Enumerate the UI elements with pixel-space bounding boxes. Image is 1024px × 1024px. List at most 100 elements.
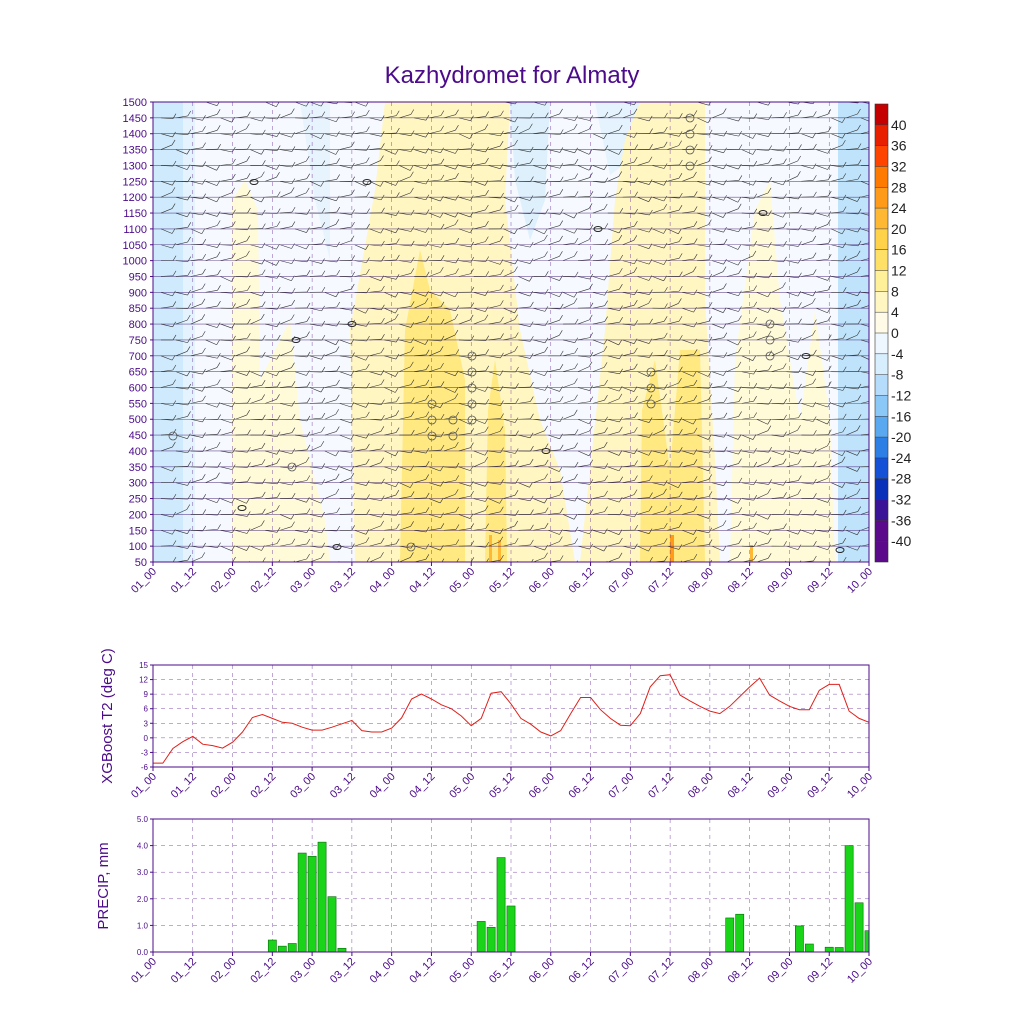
wind-barbs: [160, 102, 869, 562]
precipitation-bar: [725, 917, 735, 953]
x-tick-label-cross-section: 07_12: [646, 566, 676, 596]
colorbar-swatch: [875, 249, 888, 271]
y-tick-label: 1450: [123, 113, 147, 125]
x-tick-label-precipitation: 06_12: [567, 956, 597, 986]
precipitation-bar: [287, 943, 297, 953]
y-tick-label: 1200: [123, 192, 147, 204]
x-tick-label-cross-section: 03_00: [288, 566, 318, 596]
x-tick-label-cross-section: 09_00: [765, 566, 795, 596]
temperature-y-tick-label: 15: [139, 661, 148, 670]
precipitation-x-axis: 01_00 01_12 02_00 02_12 03_00 03_12 04_00 04_12…: [129, 952, 875, 986]
colorbar-swatch: [875, 312, 888, 333]
precipitation-bar: [307, 855, 317, 953]
x-tick-label-precipitation: 05_12: [487, 956, 517, 986]
y-tick-label: 50: [135, 557, 147, 569]
precipitation-panel: 0.01.02.03.04.05.0 01_00 01_12 02_00 02_12 0…: [95, 815, 875, 986]
x-tick-label-cross-section: 05_00: [447, 566, 477, 596]
cross-section-panel: 50 100 150 200 250 300 350 400 450 500 550 600 650 70…: [123, 97, 876, 596]
colorbar-swatch: [875, 520, 888, 542]
colorbar-label: -16: [891, 408, 911, 424]
colorbar-swatch: [875, 145, 888, 167]
x-tick-label-cross-section: 06_12: [567, 566, 597, 596]
y-tick-label: 1000: [123, 256, 147, 268]
colorbar-label: -8: [891, 367, 904, 383]
colorbar-label: -36: [891, 512, 911, 528]
temperature-y-tick-label: 12: [139, 676, 148, 685]
x-tick-label-cross-section: 07_00: [606, 566, 636, 596]
colorbar-swatch: [875, 187, 888, 209]
colorbar-label: 12: [891, 263, 907, 279]
colorbar-swatch: [875, 437, 888, 458]
x-tick-label-temperature: 05_12: [487, 771, 517, 801]
x-tick-label-temperature: 08_12: [726, 771, 756, 801]
cross-section-fill: [153, 102, 869, 562]
y-tick-label: 1100: [123, 224, 147, 236]
colorbar-swatch: [875, 457, 888, 479]
x-tick-label-precipitation: 06_00: [527, 956, 557, 986]
y-tick-label: 550: [129, 398, 147, 410]
x-tick-label-temperature: 04_12: [407, 771, 437, 801]
colorbar-swatch: [875, 416, 888, 438]
y-tick-label: 1250: [123, 176, 147, 188]
x-tick-label-precipitation: 09_00: [765, 956, 795, 986]
colorbar-swatch: [875, 541, 888, 562]
precipitation-bar: [834, 947, 844, 953]
colorbar-label: 32: [891, 158, 907, 174]
temperature-line: [153, 674, 870, 764]
x-tick-label-cross-section: 04_12: [407, 566, 437, 596]
x-tick-label-temperature: 01_12: [169, 771, 199, 801]
x-tick-label-cross-section: 06_00: [527, 566, 557, 596]
precipitation-bar: [496, 857, 506, 953]
x-tick-label-precipitation: 01_00: [129, 956, 159, 986]
temperature-x-axis: 01_00 01_12 02_00 02_12 03_00 03_12 04_00 04_12…: [129, 767, 875, 801]
precipitation-bar: [297, 852, 307, 953]
precipitation-y-label: PRECIP, mm: [95, 842, 112, 929]
x-tick-label-temperature: 02_12: [248, 771, 278, 801]
x-tick-label-temperature: 03_00: [288, 771, 318, 801]
x-tick-label-temperature: 09_00: [765, 771, 795, 801]
y-tick-label: 1050: [123, 240, 147, 252]
colorbar-label: -32: [891, 492, 911, 508]
x-tick-label-temperature: 02_00: [209, 771, 239, 801]
x-tick-label-precipitation: 04_00: [368, 956, 398, 986]
colorbar: 4036322824201612840-4-8-12-16-20-24-28-3…: [874, 103, 911, 563]
x-tick-label-temperature: 01_00: [129, 771, 159, 801]
precipitation-bar: [267, 939, 277, 953]
colorbar-label: -20: [891, 429, 911, 445]
colorbar-label: -28: [891, 471, 911, 487]
x-tick-label-precipitation: 08_00: [686, 956, 716, 986]
precipitation-y-tick-label: 2.0: [137, 895, 149, 904]
precipitation-y-tick-label: 4.0: [137, 842, 149, 851]
colorbar-label: -4: [891, 346, 904, 362]
x-tick-label-precipitation: 02_00: [209, 956, 239, 986]
y-tick-label: 1150: [123, 208, 147, 220]
x-tick-label-temperature: 08_00: [686, 771, 716, 801]
colorbar-swatch: [875, 228, 888, 250]
y-tick-label: 350: [129, 462, 147, 474]
precipitation-bar: [327, 896, 337, 953]
x-tick-label-precipitation: 07_00: [606, 956, 636, 986]
colorbar-label: -12: [891, 387, 911, 403]
x-tick-label-precipitation: 05_00: [447, 956, 477, 986]
temperature-y-tick-label: 0: [144, 734, 149, 743]
colorbar-swatch: [875, 291, 888, 313]
cross-section-x-axis: 01_00 01_12 02_00 02_12 03_00 03_12 04_00 04_12…: [129, 562, 875, 596]
x-tick-label-cross-section: 09_12: [805, 566, 835, 596]
y-tick-label: 700: [129, 351, 147, 363]
y-tick-label: 900: [129, 287, 147, 299]
precipitation-bar: [854, 902, 864, 953]
precipitation-bar: [864, 930, 870, 953]
precipitation-y-tick-label: 0.0: [137, 948, 149, 957]
x-tick-label-cross-section: 02_00: [209, 566, 239, 596]
y-tick-label: 600: [129, 383, 147, 395]
x-tick-label-temperature: 05_00: [447, 771, 477, 801]
colorbar-label: 4: [891, 304, 899, 320]
x-tick-label-precipitation: 09_12: [805, 956, 835, 986]
x-tick-label-precipitation: 07_12: [646, 956, 676, 986]
x-tick-label-cross-section: 10_00: [845, 566, 875, 596]
precipitation-bar: [824, 946, 834, 953]
page-title: Kazhydromet for Almaty: [384, 62, 640, 89]
colorbar-label: 8: [891, 283, 899, 299]
precipitation-y-tick-label: 3.0: [137, 868, 149, 877]
precipitation-bar: [476, 921, 486, 953]
